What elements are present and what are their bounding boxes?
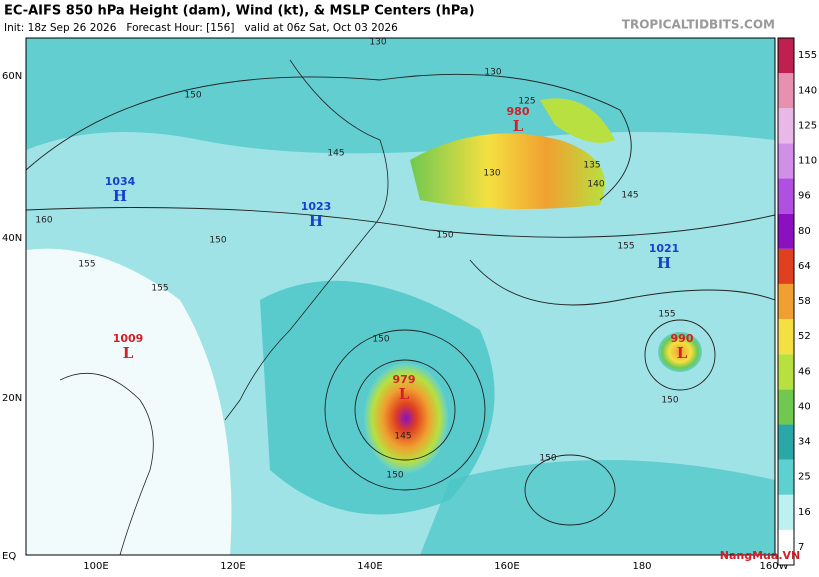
colorbar-label: 155 xyxy=(798,50,817,61)
contour-label: 150 xyxy=(184,91,201,101)
colorbar-segment xyxy=(778,178,794,214)
center-pressure: 990 xyxy=(671,332,694,345)
lon-label: 160W xyxy=(760,561,789,572)
contour-label: 150 xyxy=(661,396,678,406)
source: TROPICALTIDBITS.COM xyxy=(622,18,775,32)
center-pressure: 1034 xyxy=(105,175,136,188)
center-letter: H xyxy=(309,212,323,230)
contour-label: 155 xyxy=(658,310,675,320)
colorbar-segment xyxy=(778,38,794,74)
title: EC-AIFS 850 hPa Height (dam), Wind (kt),… xyxy=(4,4,475,19)
colorbar-segment xyxy=(778,319,794,355)
contour-label: 125 xyxy=(518,97,535,107)
lat-label: 60N xyxy=(2,71,22,82)
colorbar-label: 40 xyxy=(798,401,811,412)
lon-label: 100E xyxy=(83,561,108,572)
contour-label: 150 xyxy=(436,231,453,241)
contour-label: 150 xyxy=(209,236,226,246)
contour-label: 130 xyxy=(484,68,501,78)
colorbar-label: 16 xyxy=(798,507,811,518)
colorbar-label: 58 xyxy=(798,296,811,307)
contour-label: 150 xyxy=(539,454,556,464)
lat-label: 20N xyxy=(2,393,22,404)
center-letter: L xyxy=(399,385,410,403)
colorbar-segment xyxy=(778,248,794,284)
center-pressure: 980 xyxy=(507,105,530,118)
colorbar-label: 46 xyxy=(798,366,811,377)
subtitle: Init: 18z Sep 26 2026 Forecast Hour: [15… xyxy=(4,22,398,34)
colorbar-segment xyxy=(778,143,794,179)
colorbar-frame xyxy=(777,37,795,566)
center-letter: H xyxy=(657,254,671,272)
colorbar-segment xyxy=(778,354,794,390)
center-pressure: 1021 xyxy=(649,242,680,255)
colorbar-segment xyxy=(778,283,794,320)
contour-label: 150 xyxy=(386,471,403,481)
center-letter: L xyxy=(513,117,524,135)
contour-label: 135 xyxy=(583,161,600,171)
contour-label: 160 xyxy=(35,216,52,226)
colorbar-segment xyxy=(778,389,794,425)
contour-label: 130 xyxy=(483,169,500,179)
center-letter: L xyxy=(123,344,134,362)
contour-label: 145 xyxy=(621,191,638,201)
colorbar-segment xyxy=(778,529,794,565)
colorbar-segment xyxy=(778,424,794,460)
contour-label: 155 xyxy=(78,260,95,270)
contour-label: 155 xyxy=(617,242,634,252)
colorbar-label: 64 xyxy=(798,261,811,272)
contour-label: 145 xyxy=(327,149,344,159)
colorbar-label: 125 xyxy=(798,120,817,131)
colorbar-segment xyxy=(778,108,794,144)
center-letter: L xyxy=(677,344,688,362)
lon-label: 120E xyxy=(220,561,245,572)
map-frame xyxy=(25,37,776,556)
center-letter: H xyxy=(113,187,127,205)
lon-label: 160E xyxy=(494,561,519,572)
map-field xyxy=(26,38,775,555)
colorbar-label: 25 xyxy=(798,472,811,483)
contour-label: 130 xyxy=(369,38,386,48)
contour-label: 140 xyxy=(587,180,604,190)
contour-label: 145 xyxy=(394,432,411,442)
colorbar-segment xyxy=(778,213,794,249)
contour-label: 155 xyxy=(151,284,168,294)
center-pressure: 1023 xyxy=(301,200,332,213)
colorbar-label: 80 xyxy=(798,226,811,237)
colorbar-label: 7 xyxy=(798,542,804,553)
contour-label: 150 xyxy=(372,335,389,345)
colorbar-segment xyxy=(778,459,794,495)
colorbar-segment xyxy=(778,494,794,530)
watermark: NangMua.VN xyxy=(720,549,800,562)
center-pressure: 979 xyxy=(393,373,416,386)
center-pressure: 1009 xyxy=(113,332,144,345)
colorbar-segment xyxy=(778,73,794,109)
colorbar-label: 110 xyxy=(798,156,817,167)
lat-label: 40N xyxy=(2,233,22,244)
lat-label: EQ xyxy=(2,551,16,562)
colorbar-label: 96 xyxy=(798,191,811,202)
colorbar-label: 52 xyxy=(798,331,811,342)
colorbar-label: 34 xyxy=(798,437,811,448)
lon-label: 140E xyxy=(357,561,382,572)
lon-label: 180 xyxy=(632,561,651,572)
colorbar-label: 140 xyxy=(798,85,817,96)
